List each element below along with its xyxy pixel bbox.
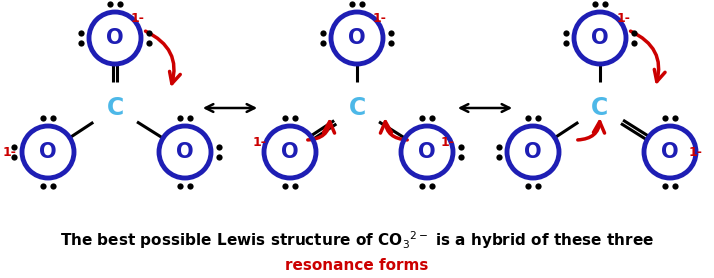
- Text: 1-: 1-: [253, 136, 267, 150]
- Text: O: O: [591, 28, 609, 48]
- Text: O: O: [524, 142, 542, 162]
- Text: C: C: [348, 96, 366, 120]
- Text: resonance forms: resonance forms: [286, 259, 428, 274]
- Text: O: O: [661, 142, 679, 162]
- Text: O: O: [418, 142, 436, 162]
- Text: O: O: [348, 28, 366, 48]
- Text: 1-: 1-: [373, 11, 387, 24]
- Text: 1-: 1-: [688, 145, 702, 158]
- Text: O: O: [176, 142, 193, 162]
- Text: 1-: 1-: [3, 145, 17, 158]
- Text: 1-: 1-: [441, 136, 455, 150]
- Text: O: O: [106, 28, 124, 48]
- Text: O: O: [281, 142, 299, 162]
- Text: The best possible Lewis structure of CO$_3$$^{2-}$ is a hybrid of these three: The best possible Lewis structure of CO$…: [60, 229, 654, 251]
- Text: 1-: 1-: [131, 11, 145, 24]
- Text: 1-: 1-: [616, 11, 630, 24]
- Text: C: C: [591, 96, 608, 120]
- Text: C: C: [106, 96, 124, 120]
- Text: O: O: [39, 142, 57, 162]
